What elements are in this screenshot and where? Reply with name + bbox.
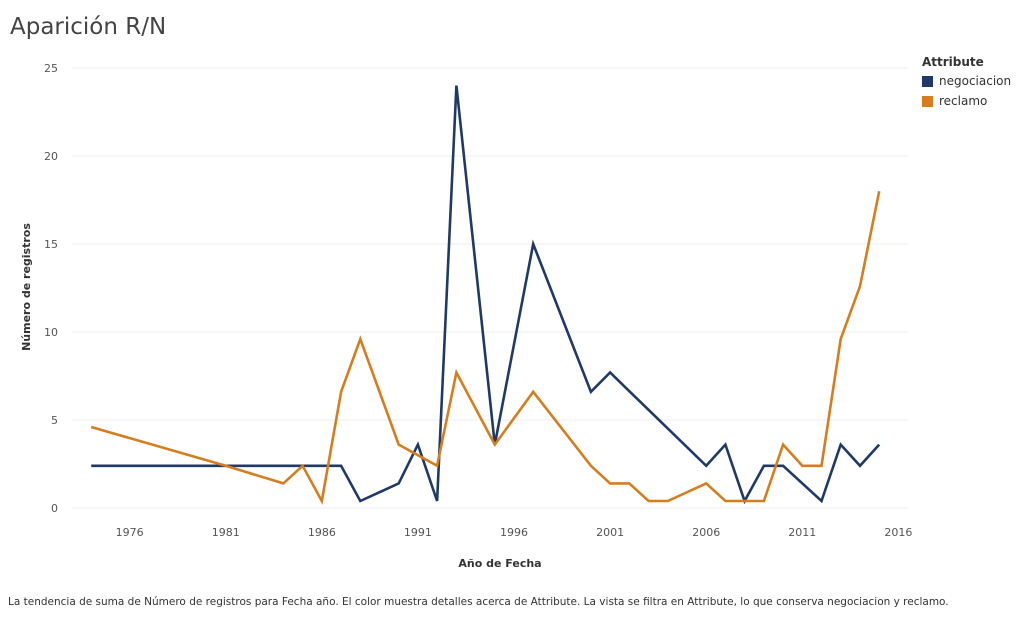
x-tick-label: 2001 [596,526,624,539]
legend-title: Attribute [922,55,984,69]
legend: Attribute negociacion reclamo [922,55,1011,114]
y-axis: 0 5 10 15 20 25 [44,62,58,515]
x-tick-label: 1991 [404,526,432,539]
legend-item-reclamo[interactable]: reclamo [922,94,1011,108]
x-axis-title: Año de Fecha [458,557,541,570]
y-tick-label: 5 [51,414,58,427]
series-line-reclamo [90,190,881,505]
legend-label: reclamo [939,94,988,108]
x-tick-label: 2016 [884,526,912,539]
line-chart: 0 5 10 15 20 25 1976 1981 1986 1991 1996 2001 2006 2… [20,62,913,570]
x-tick-label: 1996 [500,526,528,539]
legend-label: negociacion [939,74,1012,88]
grid-lines [72,67,908,509]
y-tick-label: 25 [44,62,58,75]
y-axis-title: Número de registros [20,223,33,351]
x-tick-label: 1981 [212,526,240,539]
y-tick-label: 10 [44,326,58,339]
legend-swatch [922,95,933,107]
series-line-negociacion [91,85,881,505]
legend-swatch [922,75,933,87]
legend-item-negociacion[interactable]: negociacion [922,74,1011,88]
x-axis: 1976 1981 1986 1991 1996 2001 2006 2011 2016 [116,526,913,539]
x-tick-label: 2011 [788,526,816,539]
x-tick-label: 2006 [692,526,720,539]
chart-title: Aparición R/N [10,14,167,40]
y-tick-label: 15 [44,238,58,251]
chart-caption: La tendencia de suma de Número de regist… [8,596,949,608]
x-tick-label: 1986 [308,526,336,539]
y-tick-label: 0 [51,502,58,515]
y-tick-label: 20 [44,150,58,163]
x-tick-label: 1976 [116,526,144,539]
series-lines [90,85,881,505]
